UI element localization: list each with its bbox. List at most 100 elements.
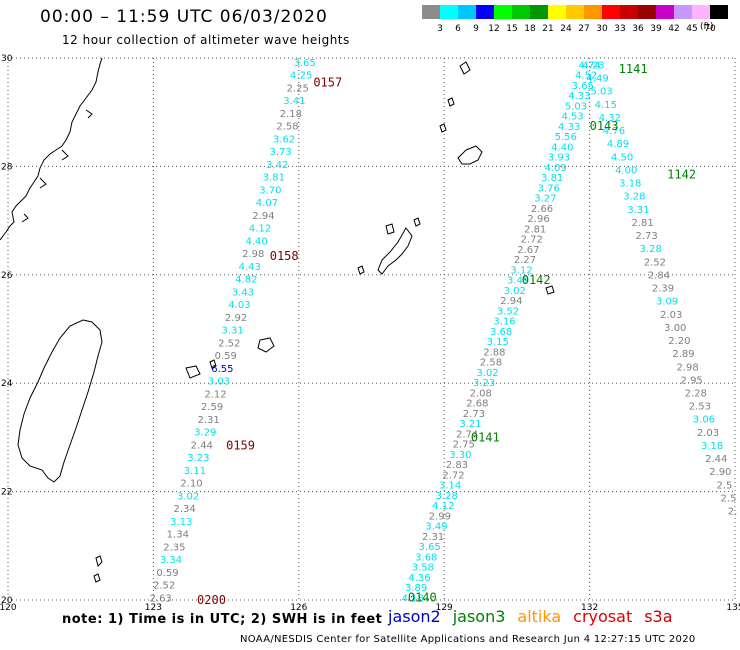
color-swatch bbox=[422, 5, 440, 19]
swh-value: 2.12 bbox=[204, 389, 226, 400]
color-swatch bbox=[494, 5, 512, 19]
swh-value: 2.08 bbox=[470, 388, 492, 399]
color-scale-label: 45 bbox=[686, 24, 697, 34]
swh-value: 2.72 bbox=[442, 470, 464, 481]
swh-value: 4.25 bbox=[290, 71, 312, 82]
swh-value: 3.30 bbox=[449, 450, 471, 461]
swh-value: 4.03 bbox=[228, 300, 250, 311]
swh-value: 3.02 bbox=[476, 368, 498, 379]
latitude-tick-label: 30 bbox=[1, 54, 13, 64]
swh-value: 4.09 bbox=[544, 163, 566, 174]
swh-value: 2.95 bbox=[681, 375, 703, 386]
swh-value: 3.06 bbox=[693, 415, 715, 426]
longitude-tick-label: 123 bbox=[145, 603, 162, 610]
color-swatch bbox=[656, 5, 674, 19]
swh-value: 2.31 bbox=[422, 532, 444, 543]
swh-value: 2.58 bbox=[480, 358, 502, 369]
color-scale-unit: (ft) bbox=[700, 22, 714, 32]
pass-time-label: 1141 bbox=[619, 62, 648, 76]
longitude-tick-label: 129 bbox=[436, 603, 453, 610]
color-scale-label: 42 bbox=[668, 24, 679, 34]
swh-value: 4.89 bbox=[607, 139, 629, 150]
swh-value: 3.49 bbox=[425, 522, 447, 533]
swh-value: 0.59 bbox=[215, 351, 237, 362]
pass-time-label: 0200 bbox=[197, 593, 226, 607]
color-swatch bbox=[674, 5, 692, 19]
swh-value: 3.00 bbox=[664, 323, 686, 334]
swh-value: 2.75 bbox=[453, 440, 475, 451]
swh-value: 2.31 bbox=[198, 415, 220, 426]
swh-value: 3.09 bbox=[656, 297, 678, 308]
swh-value: 3.68 bbox=[490, 327, 512, 338]
color-scale-label: 39 bbox=[650, 24, 662, 34]
swh-value: 3.28 bbox=[623, 192, 645, 203]
swh-value: 2.73 bbox=[636, 231, 658, 242]
middle-track: 4.744.523.654.335.034.534.335.564.403.93… bbox=[402, 61, 601, 605]
swh-value: 2.52 bbox=[644, 257, 666, 268]
legend-s3a: s3a bbox=[644, 607, 673, 626]
swh-value: 2.98 bbox=[242, 249, 264, 260]
swh-value: 2.94 bbox=[252, 211, 274, 222]
swh-value: 4.40 bbox=[246, 236, 268, 247]
swh-value: 5.56 bbox=[555, 132, 577, 143]
amami-coastline bbox=[457, 145, 483, 165]
color-scale-label: 27 bbox=[578, 24, 589, 34]
swh-value: 4.32 bbox=[599, 113, 621, 124]
pass-time-label: 0158 bbox=[270, 249, 299, 263]
swh-value: 4.33 bbox=[568, 91, 590, 102]
swh-value: 3.49 bbox=[507, 276, 529, 287]
swh-value: 4.49 bbox=[586, 74, 608, 85]
color-scale-label: 3 bbox=[437, 24, 443, 34]
swh-value: 4.50 bbox=[611, 152, 633, 163]
color-swatch bbox=[602, 5, 620, 19]
swh-value: 3.31 bbox=[222, 326, 244, 337]
china-coastline bbox=[0, 57, 103, 241]
color-scale-label: 24 bbox=[560, 24, 572, 34]
longitude-tick-label: 120 bbox=[0, 603, 17, 610]
color-scale-label: 70 bbox=[704, 24, 716, 34]
swh-value: 2.03 bbox=[660, 310, 682, 321]
pass-time-label: 0159 bbox=[226, 439, 255, 453]
altimeter-tracks: 3.654.252.253.412.182.583.623.733.423.81… bbox=[150, 58, 738, 604]
swh-value: 3.14 bbox=[439, 481, 461, 492]
footer-note: note: 1) Time is in UTC; 2) SWH is in fe… bbox=[62, 612, 383, 627]
pass-time-label: 0142 bbox=[522, 273, 551, 287]
swh-value: 4.07 bbox=[256, 198, 278, 209]
swh-value: 2.73 bbox=[463, 409, 485, 420]
longitude-tick-label: 135 bbox=[726, 603, 740, 610]
swh-value: 3.70 bbox=[259, 185, 281, 196]
swh-value: 3.65 bbox=[572, 81, 594, 92]
swh-value: 2.72 bbox=[521, 235, 543, 246]
swh-value: 3.73 bbox=[269, 147, 291, 158]
wave-height-map: 120123126129132135202224262830 3.654.252… bbox=[0, 54, 740, 610]
pass-time-label: 0140 bbox=[408, 590, 437, 604]
swh-value: 2.74 bbox=[456, 429, 478, 440]
color-scale-bar: 3 6 9 12 15 18 21 24 27 30 33 36 39 42 45 70 bbox=[422, 5, 728, 34]
pass-time-label: 0157 bbox=[313, 75, 342, 89]
swh-value: 4.23 bbox=[582, 61, 604, 72]
swh-value: 2.20 bbox=[668, 336, 690, 347]
color-scale-label: 21 bbox=[542, 24, 553, 34]
pass-time-label: 1142 bbox=[667, 168, 696, 182]
pass-time-label: 0143 bbox=[590, 119, 619, 133]
swh-value: 3.62 bbox=[273, 134, 295, 145]
swh-value: 3.28 bbox=[436, 491, 458, 502]
map-subtitle: 12 hour collection of altimeter wave hei… bbox=[62, 33, 350, 47]
swh-value: 3.81 bbox=[541, 173, 563, 184]
swh-value: 3.42 bbox=[266, 160, 288, 171]
swh-value: 2.63 bbox=[150, 593, 172, 604]
swh-value: 2.52 bbox=[218, 338, 240, 349]
swh-value: 4.82 bbox=[235, 275, 257, 286]
swh-value: 2.5 bbox=[721, 493, 737, 504]
swh-value: 2.25 bbox=[287, 83, 309, 94]
color-swatch bbox=[458, 5, 476, 19]
swh-value: 3.76 bbox=[538, 183, 560, 194]
swh-value: 2.67 bbox=[517, 245, 539, 256]
satellite-legend: jason2 jason3 altika cryosat s3a bbox=[388, 607, 685, 626]
swh-value: 2.52 bbox=[153, 581, 175, 592]
swh-value: 4.40 bbox=[551, 142, 573, 153]
swh-value: 4.12 bbox=[249, 224, 271, 235]
swh-value: 2.89 bbox=[672, 349, 694, 360]
latitude-tick-label: 24 bbox=[1, 379, 13, 389]
pass-time-label: 0141 bbox=[471, 430, 500, 444]
